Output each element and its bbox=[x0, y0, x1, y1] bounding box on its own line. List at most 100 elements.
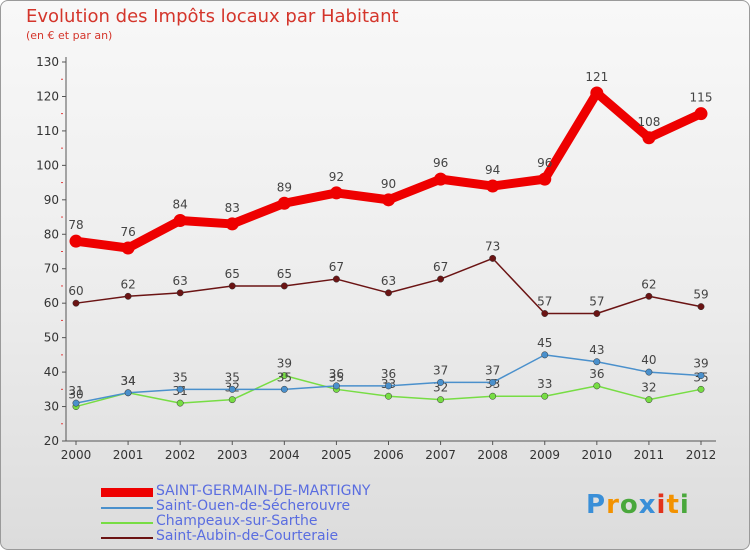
data-label: 37 bbox=[485, 363, 500, 377]
data-label: 121 bbox=[585, 70, 608, 84]
chart-title: Evolution des Impôts locaux par Habitant bbox=[26, 6, 399, 27]
data-point bbox=[593, 310, 601, 317]
data-label: 34 bbox=[120, 374, 135, 388]
logo-letter: t bbox=[666, 490, 680, 520]
data-point bbox=[176, 385, 184, 393]
logo-letter: x bbox=[638, 490, 657, 520]
data-label: 62 bbox=[120, 277, 135, 291]
data-label: 35 bbox=[277, 370, 292, 384]
data-label: 36 bbox=[329, 367, 344, 381]
data-point bbox=[280, 385, 288, 393]
y-tick-label: 110 bbox=[36, 124, 59, 138]
data-point bbox=[124, 389, 132, 397]
data-label: 92 bbox=[329, 170, 344, 184]
data-label: 63 bbox=[173, 274, 188, 288]
data-point bbox=[541, 392, 549, 400]
legend-swatch bbox=[101, 536, 153, 539]
legend-label: SAINT-GERMAIN-DE-MARTIGNY bbox=[156, 483, 371, 499]
data-point bbox=[280, 372, 288, 379]
data-point bbox=[385, 392, 392, 400]
data-label: 83 bbox=[225, 201, 240, 215]
logo-letter: P bbox=[586, 490, 607, 520]
data-point bbox=[593, 358, 601, 366]
data-label: 32 bbox=[433, 381, 448, 395]
data-point bbox=[385, 382, 392, 390]
logo-letter: i bbox=[656, 490, 667, 520]
x-tick-label: 2004 bbox=[269, 448, 300, 462]
data-point bbox=[437, 378, 445, 386]
data-point bbox=[332, 382, 340, 390]
data-label: 57 bbox=[537, 295, 552, 309]
logo-letter: r bbox=[606, 490, 620, 520]
data-point bbox=[697, 385, 705, 393]
chart-subtitle: (en € et par an) bbox=[26, 29, 113, 42]
data-label: 96 bbox=[537, 156, 552, 170]
y-tick-label: 80 bbox=[44, 227, 59, 241]
data-label: 43 bbox=[589, 343, 604, 357]
data-point bbox=[590, 86, 604, 100]
data-point bbox=[228, 282, 236, 290]
y-tick-label: 40 bbox=[44, 365, 59, 379]
data-label: 35 bbox=[225, 370, 240, 384]
data-label: 62 bbox=[641, 277, 656, 291]
data-point bbox=[697, 372, 705, 379]
x-tick-label: 2001 bbox=[113, 448, 144, 462]
data-label: 35 bbox=[329, 370, 344, 384]
data-label: 96 bbox=[433, 156, 448, 170]
data-point bbox=[72, 299, 80, 307]
data-point bbox=[541, 351, 549, 359]
data-label: 73 bbox=[485, 239, 500, 253]
y-tick-label: 20 bbox=[44, 434, 59, 448]
data-point bbox=[489, 392, 497, 400]
data-point bbox=[642, 131, 656, 145]
data-label: 59 bbox=[693, 288, 708, 302]
data-point bbox=[434, 172, 448, 186]
legend-label: Champeaux-sur-Sarthe bbox=[156, 513, 318, 529]
data-point bbox=[280, 282, 288, 290]
x-tick-label: 2000 bbox=[61, 448, 92, 462]
x-tick-label: 2002 bbox=[165, 448, 196, 462]
data-point bbox=[385, 289, 392, 297]
data-label: 40 bbox=[641, 353, 656, 367]
data-label: 94 bbox=[485, 163, 500, 177]
data-label: 34 bbox=[120, 374, 135, 388]
data-point bbox=[694, 107, 708, 121]
data-point bbox=[176, 399, 184, 407]
data-point bbox=[486, 179, 500, 193]
data-label: 65 bbox=[225, 267, 240, 281]
data-label: 76 bbox=[120, 225, 135, 239]
x-tick-label: 2008 bbox=[477, 448, 508, 462]
data-label: 63 bbox=[381, 274, 396, 288]
y-tick-label: 50 bbox=[44, 331, 59, 345]
data-label: 37 bbox=[433, 363, 448, 377]
legend-swatch bbox=[101, 506, 153, 509]
data-point bbox=[121, 241, 135, 255]
proxiti-logo: Proxiti bbox=[586, 490, 690, 520]
data-point bbox=[489, 254, 497, 262]
data-label: 108 bbox=[637, 115, 660, 129]
data-point bbox=[228, 396, 236, 404]
data-label: 60 bbox=[68, 284, 83, 298]
x-tick-label: 2012 bbox=[686, 448, 717, 462]
data-point bbox=[541, 310, 549, 317]
x-tick-label: 2010 bbox=[582, 448, 613, 462]
data-point bbox=[228, 385, 236, 393]
data-point bbox=[173, 213, 187, 227]
data-point bbox=[277, 196, 291, 210]
data-point bbox=[69, 234, 83, 248]
series-line bbox=[71, 88, 706, 253]
series-3: 60 62 63 65 65 67 63 67 73 57 57 62 59 bbox=[68, 239, 709, 317]
y-tick-label: 60 bbox=[44, 296, 59, 310]
data-point bbox=[437, 396, 445, 404]
data-point bbox=[124, 292, 132, 300]
data-point bbox=[645, 396, 653, 404]
data-label: 65 bbox=[277, 267, 292, 281]
x-tick-label: 2006 bbox=[373, 448, 404, 462]
data-label: 30 bbox=[68, 388, 83, 402]
data-point bbox=[225, 217, 239, 231]
data-label: 36 bbox=[381, 367, 396, 381]
data-point bbox=[489, 378, 497, 386]
data-label: 31 bbox=[68, 384, 83, 398]
